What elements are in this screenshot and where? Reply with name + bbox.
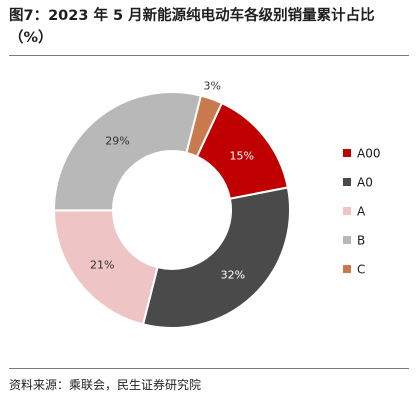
title-divider	[9, 55, 409, 56]
legend-swatch-c	[343, 265, 351, 273]
data-label-b: 29%	[105, 134, 129, 147]
legend-label-b: B	[357, 234, 365, 248]
legend-label-a00: A00	[357, 147, 380, 161]
legend-label-c: C	[357, 263, 365, 277]
legend-label-a0: A0	[357, 176, 373, 190]
slice-a0	[141, 186, 291, 329]
slice-b	[53, 91, 203, 212]
legend-swatch-a0	[343, 178, 351, 186]
legend-swatch-a	[343, 207, 351, 215]
legend-swatch-a00	[343, 149, 351, 157]
slice-c	[185, 94, 224, 158]
data-label-c: 3%	[204, 80, 221, 93]
data-label-a: 21%	[90, 258, 114, 271]
data-label-a00: 15%	[230, 150, 254, 163]
source-note: 资料来源：乘联会，民生证券研究院	[9, 378, 202, 392]
data-label-a0: 32%	[221, 268, 245, 281]
legend-label-a: A	[357, 205, 366, 219]
slice-a	[52, 209, 159, 326]
source-divider	[9, 368, 409, 369]
chart-title: 图7：2023 年 5 月新能源纯电动车各级别销量累计占比（%）	[9, 8, 375, 46]
legend-swatch-b	[343, 236, 351, 244]
